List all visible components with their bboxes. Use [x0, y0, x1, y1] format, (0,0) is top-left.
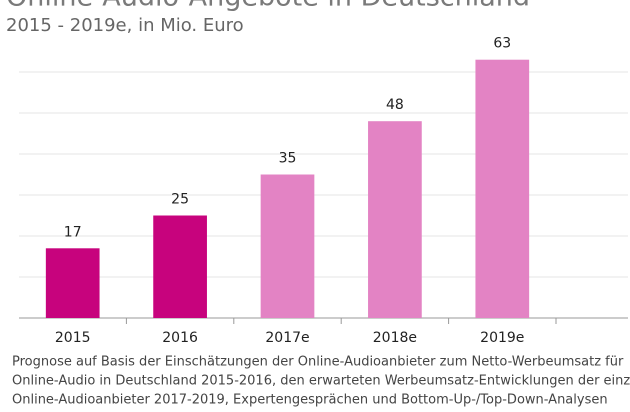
data-label: 17: [64, 224, 82, 240]
x-tick-label: 2015: [55, 330, 91, 346]
chart-subtitle: 2015 - 2019e, in Mio. Euro: [6, 15, 244, 36]
footnote: Online-Audio in Deutschland 2015-2016, d…: [12, 374, 630, 389]
x-tick-label: 2017e: [265, 330, 309, 346]
data-label: 35: [279, 151, 297, 167]
x-tick-label: 2018e: [373, 330, 417, 346]
data-label: 63: [493, 36, 511, 52]
footnote: Online-Audioanbieter 2017-2019, Experten…: [12, 393, 608, 408]
chart-title: Online-Audio-Angebote in Deutschland: [6, 0, 530, 13]
data-label: 25: [171, 192, 189, 208]
bar: [45, 248, 100, 318]
bar: [475, 59, 530, 318]
x-tick-label: 2016: [162, 330, 198, 346]
footnote: Prognose auf Basis der Einschätzungen de…: [12, 355, 624, 370]
bar: [368, 121, 422, 318]
data-label: 48: [386, 97, 404, 113]
bar: [153, 215, 207, 318]
x-tick-label: 2019e: [480, 330, 524, 346]
bar: [260, 174, 315, 318]
